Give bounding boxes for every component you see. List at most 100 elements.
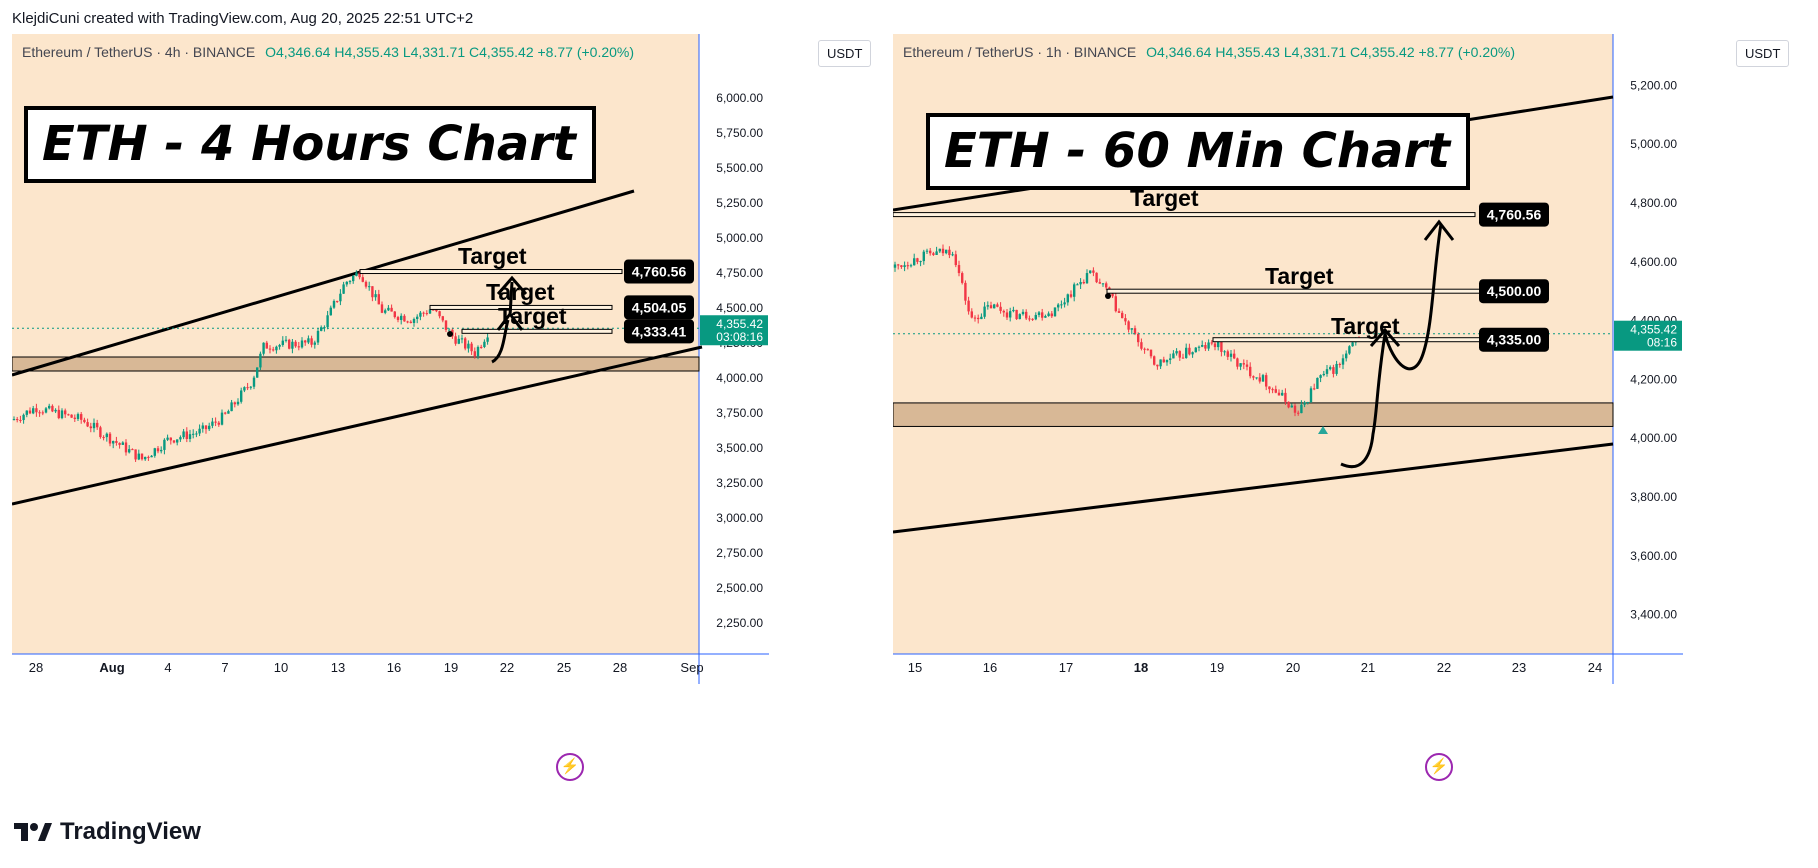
- candle-body: [252, 377, 256, 387]
- candle-body: [1207, 342, 1210, 349]
- chart-title-4h: ETH - 4 Hours Chart: [24, 106, 596, 183]
- candle-body: [249, 386, 252, 388]
- last-price-value: 4,355.42: [716, 317, 763, 331]
- currency-unit-button[interactable]: USDT: [818, 40, 872, 67]
- candle-body: [176, 439, 179, 443]
- candle-body: [1069, 294, 1073, 297]
- candle-body: [1229, 353, 1233, 357]
- candle-body: [1057, 304, 1060, 308]
- candle-body: [916, 258, 919, 262]
- candle-body: [153, 448, 156, 456]
- candle-body: [1025, 311, 1028, 319]
- candle-body: [913, 258, 916, 266]
- candle-body: [233, 402, 236, 405]
- channel-lower-line: [12, 345, 703, 506]
- x-tick-label: 22: [500, 660, 514, 675]
- candle-body: [1194, 347, 1197, 353]
- candle-body: [144, 456, 147, 460]
- candle-body: [1127, 321, 1130, 330]
- target-level-line: [359, 269, 623, 275]
- x-tick-label: 17: [1059, 660, 1073, 675]
- candle-body: [1335, 363, 1338, 374]
- candle-body: [121, 442, 124, 445]
- candle-body: [1172, 353, 1175, 359]
- candle-body: [1277, 392, 1281, 396]
- x-tick-label: 13: [331, 660, 345, 675]
- candle-body: [1249, 366, 1252, 377]
- chart-panel-1h[interactable]: 4,760.56 4,500.00 4,335.00 Target Target Targ…: [893, 34, 1806, 794]
- y-tick-label: 3,500.00: [716, 441, 763, 455]
- y-tick-label: 3,800.00: [1630, 490, 1677, 504]
- level-badge: [1479, 279, 1549, 304]
- candle-body: [396, 317, 400, 320]
- candle-body: [476, 346, 480, 357]
- candle-body: [967, 300, 970, 312]
- candle-body: [1351, 342, 1354, 347]
- y-tick-label: 5,200.00: [1630, 78, 1677, 92]
- candle-body: [432, 309, 435, 311]
- level-badge: [624, 259, 694, 284]
- lightning-icon[interactable]: ⚡: [1425, 753, 1453, 781]
- candle-body: [425, 313, 428, 315]
- candle-body: [217, 422, 220, 425]
- candle-body: [44, 408, 48, 413]
- candle-body: [919, 261, 922, 263]
- candle-body: [893, 264, 897, 268]
- y-tick-label: 2,500.00: [716, 581, 763, 595]
- candle-body: [1223, 351, 1226, 353]
- x-tick-label: 28: [613, 660, 627, 675]
- symbol-name: Ethereum / TetherUS · 4h · BINANCE: [22, 44, 256, 60]
- candle-body: [409, 321, 412, 323]
- x-tick-label: 22: [1437, 660, 1451, 675]
- candle-body: [989, 305, 993, 309]
- candle-body: [951, 254, 954, 256]
- candle-body: [1143, 348, 1146, 350]
- candle-body: [316, 330, 320, 343]
- candle-body: [112, 441, 115, 444]
- candle-body: [970, 311, 973, 318]
- candle-body: [1114, 296, 1117, 312]
- candle-body: [1085, 273, 1089, 284]
- candle-body: [80, 414, 83, 420]
- candle-body: [188, 434, 192, 439]
- x-tick-label: 20: [1286, 660, 1300, 675]
- y-tick-label: 5,000.00: [716, 231, 763, 245]
- chart-panel-4h[interactable]: 4,760.56 4,504.05 4,333.41 Target Target Targ…: [12, 34, 888, 794]
- y-tick-label: 5,000.00: [1630, 137, 1677, 151]
- level-badge-label: 4,760.56: [632, 264, 687, 280]
- candle-body: [25, 410, 28, 415]
- candle-body: [1226, 351, 1229, 357]
- candle-body: [131, 449, 134, 451]
- y-tick-label: 3,250.00: [716, 476, 763, 490]
- candle-body: [198, 428, 201, 434]
- last-price-badge: [1614, 320, 1682, 351]
- y-tick-label: 4,800.00: [1630, 196, 1677, 210]
- support-zone: [893, 402, 1614, 427]
- candle-body: [1290, 405, 1293, 408]
- candle-body: [1101, 283, 1105, 285]
- arrow-head: [1369, 327, 1401, 347]
- y-tick-label: 4,750.00: [716, 266, 763, 280]
- candle-body: [935, 251, 938, 255]
- candle-body: [390, 307, 393, 312]
- candle-body: [182, 431, 185, 438]
- candle-body: [195, 433, 198, 435]
- candle-body: [1140, 342, 1143, 349]
- candle-body: [214, 421, 217, 423]
- candle-body: [1239, 363, 1242, 367]
- candle-body: [961, 273, 964, 283]
- x-tick-label: 4: [164, 660, 171, 675]
- candle-body: [403, 315, 406, 322]
- candle-body: [1009, 311, 1012, 318]
- candle-body: [1018, 314, 1021, 320]
- currency-unit-button[interactable]: USDT: [1736, 40, 1790, 67]
- candle-body: [1137, 333, 1140, 343]
- target-level-line: [461, 328, 613, 334]
- lightning-icon[interactable]: ⚡: [556, 753, 584, 781]
- candle-body: [1236, 358, 1239, 367]
- candle-body: [60, 410, 64, 419]
- candle-body: [1041, 312, 1044, 318]
- candle-body: [163, 439, 166, 450]
- candle-body: [1332, 367, 1335, 374]
- candle-body: [1098, 282, 1101, 284]
